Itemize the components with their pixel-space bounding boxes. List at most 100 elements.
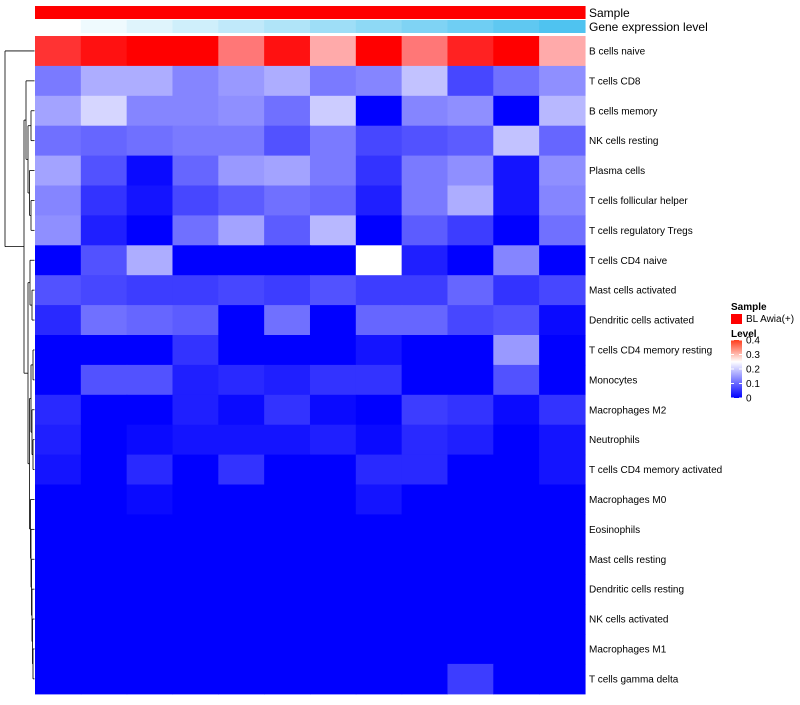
heatmap-cell-monocytes [401, 364, 449, 396]
heatmap-cell-b-cells-memory [401, 95, 449, 127]
heatmap-cell-t-cells-cd4-naive [355, 245, 403, 276]
heatmap-cell-neutrophils [447, 424, 494, 456]
heatmap-cell-b-cells-naive [172, 36, 219, 67]
sample-track-cell [355, 6, 403, 19]
gene-expression-track-cell [80, 20, 128, 33]
heatmap-cell-t-cells-cd8 [447, 65, 494, 97]
heatmap-cell-t-cells-cd4-memory-activated [355, 454, 403, 486]
heatmap-cell-macrophages-m0 [539, 484, 586, 515]
sample-track [35, 6, 586, 19]
heatmap-cell-b-cells-naive [80, 36, 128, 67]
heatmap-cell-mast-cells-activated [126, 275, 174, 306]
heatmap-cell-t-cells-cd4-memory-resting [539, 335, 586, 366]
heatmap-cell-dendritic-cells-activated [539, 305, 586, 336]
row-label-b-cells-memory: B cells memory [589, 106, 657, 117]
heatmap-cell-plasma-cells [493, 155, 540, 187]
sample-track-label: Sample [589, 6, 630, 20]
heatmap-cell-t-cells-cd4-naive [218, 245, 265, 276]
heatmap-cell-mast-cells-activated [447, 275, 494, 306]
heatmap-cell-dendritic-cells-resting [218, 574, 265, 605]
heatmap-cell-t-cells-cd4-memory-activated [264, 454, 311, 486]
heatmap-cell-t-cells-cd4-memory-resting [172, 335, 219, 366]
heatmap-cell-t-cells-cd4-memory-activated [309, 454, 357, 486]
heatmap-cell-t-cells-gamma-delta [447, 663, 494, 695]
heatmap-cell-t-cells-follicular-helper [80, 185, 128, 216]
heatmap-cell-t-cells-regulatory-tregs [493, 215, 540, 246]
heatmap-cell-nk-cells-resting [355, 125, 403, 157]
row-label-eosinophils: Eosinophils [589, 525, 640, 536]
heatmap-cell-b-cells-naive [264, 36, 311, 67]
heatmap-cell-macrophages-m1 [447, 634, 494, 665]
legend-tick-label: 0 [746, 394, 752, 405]
row-dendrogram [4, 50, 35, 680]
heatmap-cell-b-cells-naive [401, 36, 449, 67]
sample-track-cell [126, 6, 174, 19]
heatmap-cell-dendritic-cells-activated [172, 305, 219, 336]
gene-expression-track [35, 20, 586, 33]
heatmap-cell-macrophages-m0 [218, 484, 265, 515]
gene-expression-track-cell [447, 20, 494, 33]
heatmap-cell-mast-cells-resting [401, 544, 449, 575]
row-label-macrophages-m1: Macrophages M1 [589, 644, 667, 655]
heatmap-cell-macrophages-m2 [80, 394, 128, 426]
heatmap-cell-b-cells-memory [539, 95, 586, 127]
heatmap-cell-b-cells-memory [35, 95, 82, 127]
heatmap-cell-t-cells-gamma-delta [35, 663, 82, 695]
heatmap-cell-macrophages-m2 [126, 394, 174, 426]
heatmap-cell-macrophages-m1 [126, 634, 174, 665]
heatmap-cell-b-cells-naive [218, 36, 265, 67]
heatmap-cell-eosinophils [539, 514, 586, 545]
heatmap-cell-mast-cells-resting [218, 544, 265, 575]
heatmap-cell-dendritic-cells-resting [493, 574, 540, 605]
heatmap-cell-b-cells-memory [126, 95, 174, 127]
heatmap-cell-macrophages-m1 [355, 634, 403, 665]
heatmap-cell-mast-cells-resting [355, 544, 403, 575]
heatmap-cell-dendritic-cells-activated [218, 305, 265, 336]
heatmap-cell-macrophages-m1 [539, 634, 586, 665]
heatmap-cell-monocytes [355, 364, 403, 396]
heatmap-cell-dendritic-cells-activated [35, 305, 82, 336]
heatmap-cell-t-cells-gamma-delta [493, 663, 540, 695]
sample-track-cell [447, 6, 494, 19]
gene-expression-track-cell [172, 20, 219, 33]
sample-track-cell [493, 6, 540, 19]
heatmap-cell-nk-cells-activated [126, 604, 174, 635]
legend-level-title: Level [731, 329, 757, 340]
heatmap-cell-monocytes [309, 364, 357, 396]
heatmap-cell-mast-cells-resting [35, 544, 82, 575]
heatmap-cell-nk-cells-activated [218, 604, 265, 635]
heatmap-cell-nk-cells-activated [172, 604, 219, 635]
heatmap-cell-macrophages-m2 [447, 394, 494, 426]
heatmap-cell-t-cells-cd4-naive [126, 245, 174, 276]
heatmap-cell-t-cells-cd4-naive [172, 245, 219, 276]
legend-ticks: 0.4 0.3 0.2 0.1 0 [731, 336, 760, 405]
heatmap-cell-plasma-cells [401, 155, 449, 187]
row-label-t-cells-follicular-helper: T cells follicular helper [589, 196, 688, 207]
heatmap-cell-eosinophils [80, 514, 128, 545]
heatmap-cell-dendritic-cells-activated [126, 305, 174, 336]
heatmap-cell-dendritic-cells-resting [126, 574, 174, 605]
heatmap-cell-b-cells-memory [309, 95, 357, 127]
gene-expression-track-cell [126, 20, 174, 33]
legend-tick-label: 0.1 [746, 379, 760, 390]
legend-tick-label: 0.4 [746, 336, 760, 347]
heatmap-cell-mast-cells-activated [309, 275, 357, 306]
heatmap-cell-mast-cells-resting [493, 544, 540, 575]
heatmap-cell-t-cells-cd8 [493, 65, 540, 97]
heatmap-cell-neutrophils [355, 424, 403, 456]
heatmap-cell-macrophages-m1 [218, 634, 265, 665]
legend: Sample BL Awia(+) Level 0.4 0.3 0.2 0.1 0 [731, 302, 794, 405]
heatmap-cell-t-cells-regulatory-tregs [126, 215, 174, 246]
heatmap-cell-nk-cells-resting [126, 125, 174, 157]
legend-tick-label: 0.2 [746, 365, 760, 376]
heatmap-cell-eosinophils [218, 514, 265, 545]
heatmap-cell-mast-cells-activated [218, 275, 265, 306]
heatmap-cell-dendritic-cells-resting [80, 574, 128, 605]
heatmap-cell-nk-cells-resting [35, 125, 82, 157]
heatmap-cell-t-cells-cd4-memory-activated [539, 454, 586, 486]
legend-sample-title: Sample [731, 302, 767, 313]
heatmap-cell-b-cells-naive [447, 36, 494, 67]
heatmap-cell-neutrophils [493, 424, 540, 456]
heatmap-cell-eosinophils [355, 514, 403, 545]
